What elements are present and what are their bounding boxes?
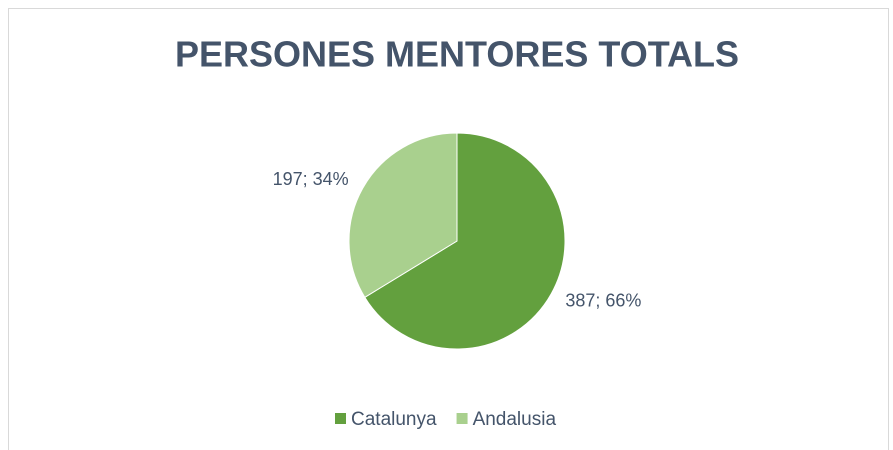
legend-label: Andalusia [473,409,557,430]
pie-slice [364,132,566,350]
chart-title: PERSONES MENTORES TOTALS [175,34,739,75]
legend-swatch [456,413,468,424]
legend-swatch [335,413,346,424]
data-label: 197; 34% [273,169,349,189]
legend-label: Catalunya [351,409,437,430]
data-label: 387; 66% [565,290,641,310]
pie-slice [348,132,458,299]
